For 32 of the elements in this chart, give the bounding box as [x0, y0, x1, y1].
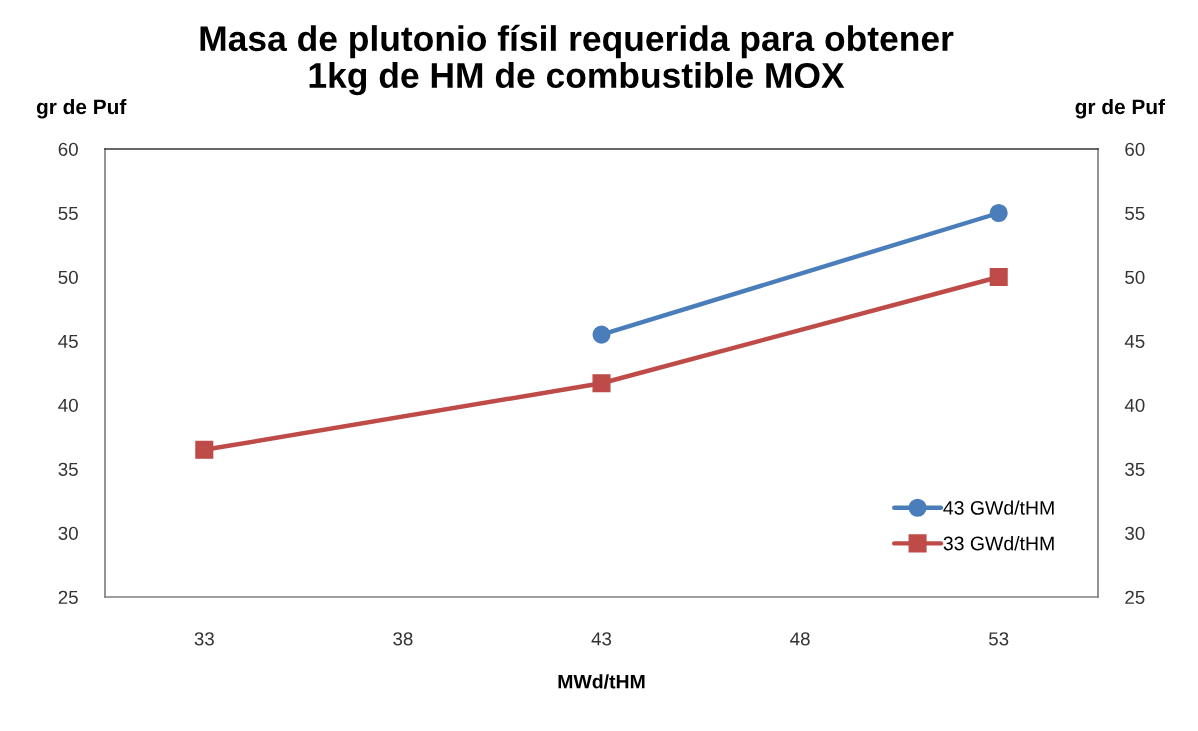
- point: [989, 203, 1008, 223]
- point: [592, 325, 611, 344]
- x-tick-label: 43: [591, 632, 612, 646]
- y-tick-label: 50: [58, 270, 78, 284]
- point: [592, 374, 611, 393]
- y2-tick-label: 55: [1125, 206, 1145, 220]
- y2-tick-label: 25: [1125, 590, 1145, 604]
- x-axis-title: MWd/tHM: [558, 674, 645, 689]
- y2-tick-label: 60: [1125, 142, 1145, 156]
- y2-tick-label: 50: [1125, 270, 1145, 284]
- point: [195, 440, 214, 459]
- y2-tick-label: 30: [1125, 526, 1145, 540]
- y-tick-label: 40: [58, 398, 78, 412]
- x-tick-label: 53: [989, 632, 1009, 646]
- y-tick-label: 30: [58, 526, 78, 540]
- legend-label: 43 GWd/tHM: [943, 500, 1054, 515]
- y-tick-label: 35: [58, 462, 78, 476]
- y2-tick-label: 40: [1124, 398, 1145, 412]
- y-tick-label: 60: [58, 142, 78, 156]
- y2-axis-title: gr de Puf: [1075, 98, 1166, 119]
- y-tick-label: 55: [58, 206, 78, 220]
- x-tick-label: 33: [194, 632, 214, 646]
- legend-label: 33 GWd/tHM: [943, 536, 1054, 551]
- y2-tick-label: 45: [1124, 334, 1145, 348]
- y-tick-label: 45: [58, 334, 78, 348]
- chart-title: Masa de plutonio físil requerida para obtener 1kg de HM de combustible MOX: [200, 24, 954, 96]
- y-tick-label: 25: [58, 590, 78, 604]
- y-axis-title: gr de Puf: [36, 98, 127, 119]
- point: [989, 267, 1008, 287]
- y2-tick-label: 35: [1125, 462, 1145, 476]
- x-tick-label: 48: [790, 632, 810, 646]
- x-tick-label: 38: [393, 632, 413, 646]
